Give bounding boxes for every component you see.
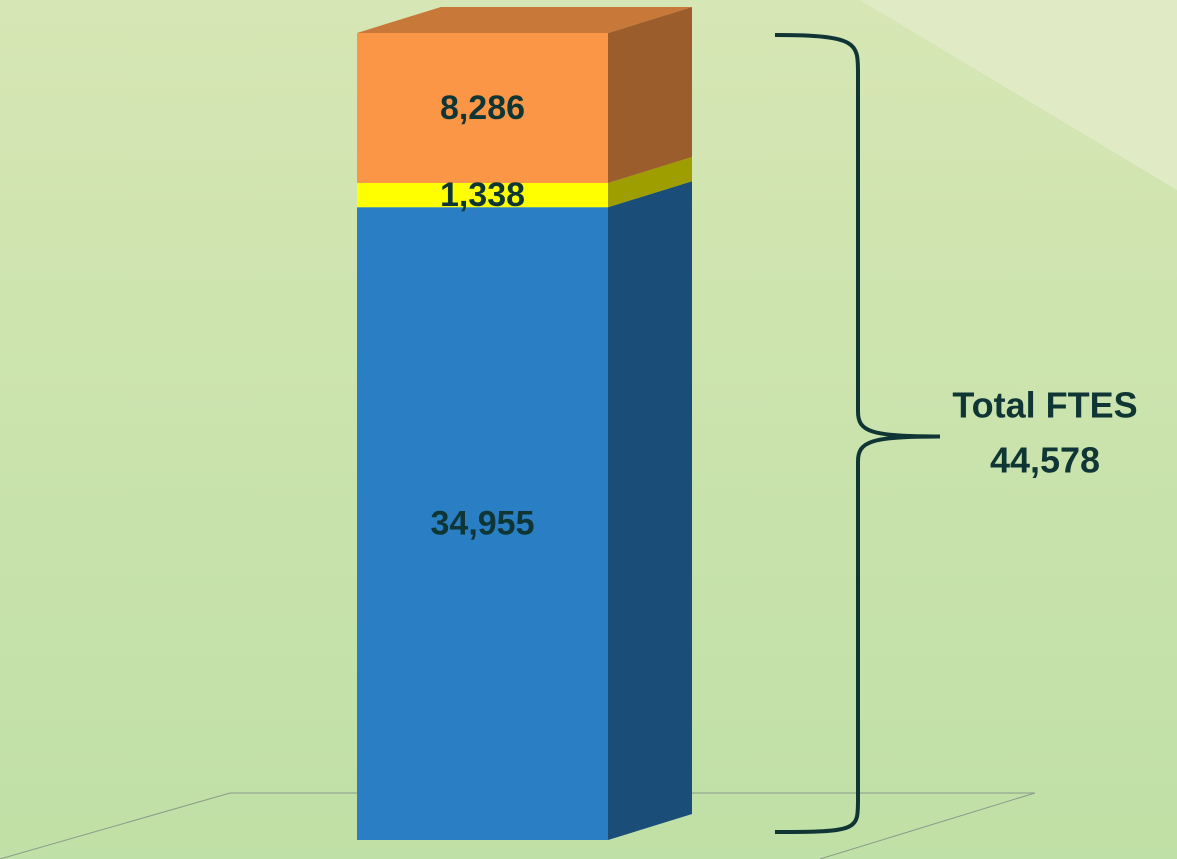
bar-side [608, 6, 692, 183]
bar-side [608, 181, 692, 841]
total-title: Total FTES [952, 385, 1137, 426]
data-label: 8,286 [440, 89, 525, 127]
background-highlight [860, 0, 1177, 190]
bar-top [357, 6, 692, 33]
bar-segment [357, 32, 608, 183]
total-label: 44,578 [990, 440, 1100, 481]
bar-side-shade [608, 156, 692, 208]
bar-segment [357, 182, 608, 208]
bar-side-shade [608, 6, 692, 183]
bar-side [608, 156, 692, 208]
bar-segment [357, 207, 608, 841]
data-label: 1,338 [440, 176, 525, 214]
bracket [774, 33, 941, 834]
data-label: 34,955 [431, 505, 535, 543]
bar-top-shade [357, 6, 692, 33]
bar-side-shade [608, 181, 692, 841]
